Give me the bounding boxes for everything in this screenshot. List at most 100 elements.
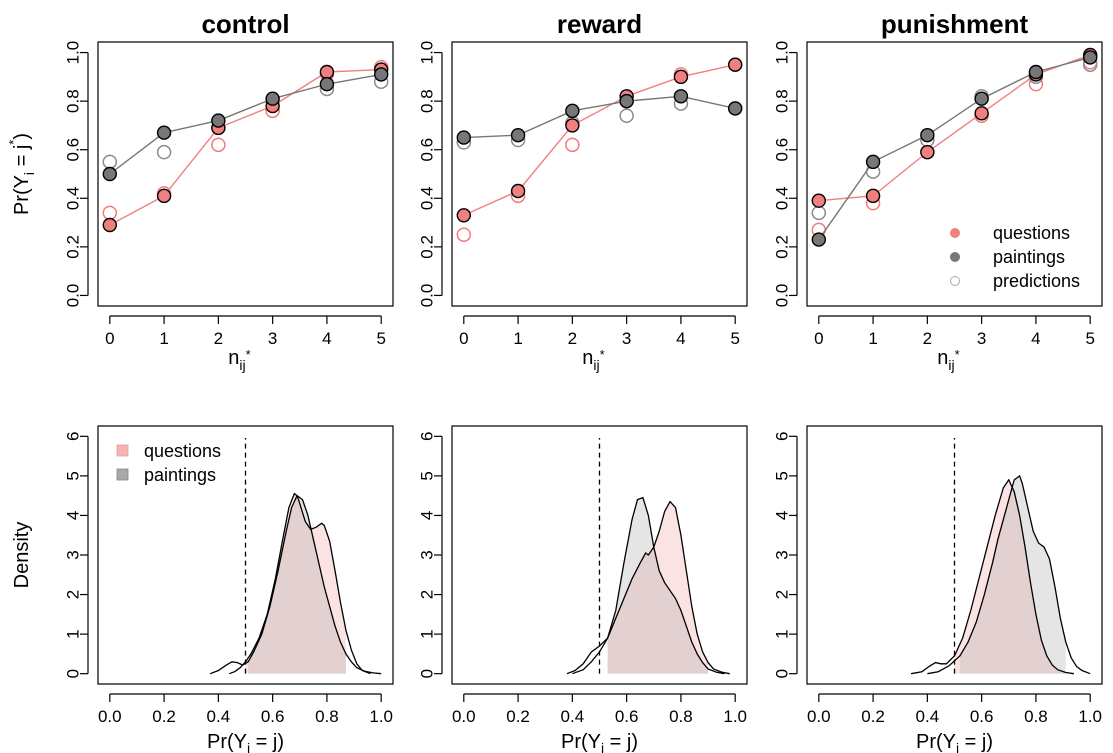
data-point-paintings [728,101,743,116]
y-tick-label: 0.6 [64,138,83,162]
y-tick-label: 0.2 [64,235,83,259]
x-tick-label: 0.2 [861,707,885,726]
legend-marker [950,276,960,286]
x-label-sub: i [956,740,959,753]
data-point-questions [510,183,526,199]
density-fill-paintings [959,475,1066,674]
data-point-paintings [619,93,634,109]
data-point-questions [565,118,580,133]
density-curve-questions [910,478,1075,675]
x-axis-label: Pr(Yi = j) [207,731,284,753]
x-tick-label: 1 [159,329,168,348]
x-tick-label: 4 [322,329,331,348]
data-point-paintings [319,76,335,92]
x-label-sub: i [601,740,604,753]
density-curve-paintings [209,494,382,675]
density-fill-paintings [607,497,709,674]
y-tick-label: 0.0 [418,284,437,308]
y-tick-label: 0.2 [773,235,792,259]
x-axis-label: nij* [937,347,959,373]
x-tick-label: 1 [513,329,522,348]
x-tick-label: 3 [622,329,631,348]
x-tick-label: 0.2 [152,707,176,726]
density-curve-paintings [927,474,1091,675]
series-line-questions [818,54,1091,202]
y-tick-label: 0.0 [773,284,792,308]
legend-swatch [116,468,129,481]
legend-marker [950,228,960,238]
x-tick-label: 0.4 [916,707,940,726]
data-point-questions [156,188,172,204]
y-label-sub: i [21,172,37,175]
x-tick-label: 5 [376,329,385,348]
x-label-sub: ij [948,357,954,373]
plot-frame-2 [806,41,1103,307]
y-tick-label: 5 [418,471,437,480]
y-tick-label: 3 [418,550,437,559]
x-tick-label: 1 [868,329,877,348]
y-tick-label: 0.4 [64,186,83,210]
x-label-pre: Pr(Y [916,731,956,753]
x-tick-label: 0.6 [615,707,639,726]
x-axis-label: nij* [228,347,250,373]
prediction-point-questions [211,137,226,153]
y-tick-label: 3 [773,550,792,559]
y-tick-label: 0 [64,669,83,678]
x-tick-label: 0.0 [98,707,122,726]
y-tick-label: 0.8 [773,89,792,113]
x-tick-label: 2 [923,329,932,348]
x-tick-label: 0.2 [506,707,530,726]
y-tick-label: 6 [64,432,83,441]
x-label-post: = j) [604,731,638,753]
data-point-paintings [374,67,389,82]
data-point-paintings [865,154,881,170]
data-point-questions [865,188,881,204]
y-tick-label: 0.0 [64,284,83,308]
x-label-pre: Pr(Y [561,731,601,753]
legend-label: predictions [993,271,1080,291]
x-tick-label: 0.8 [315,707,339,726]
data-point-questions [319,64,335,80]
y-tick-label: 2 [773,590,792,599]
x-axis-label: Pr(Yi = j) [916,731,993,753]
density-fill-paintings [248,495,346,674]
y-tick-label: 0.2 [418,235,437,259]
plot-frame-3 [97,425,394,685]
y-tick-label: 6 [773,432,792,441]
density-fill-questions [245,493,346,674]
y-tick-label: 5 [64,471,83,480]
panel-title: punishment [881,9,1029,39]
y-tick-label: 0.8 [64,89,83,113]
x-label-main: n [228,347,239,369]
prediction-point-questions [102,205,118,221]
y-tick-label: 5 [773,471,792,480]
y-tick-label: 4 [418,511,437,520]
density-fill-questions [607,501,709,674]
x-tick-label: 1.0 [1078,707,1102,726]
x-label-post: = j) [959,731,993,753]
prediction-point-questions [456,227,472,242]
y-tick-label: 2 [418,590,437,599]
x-label-main: n [582,347,593,369]
data-point-paintings [156,125,172,140]
density-curve-questions [228,492,371,675]
data-point-questions [673,69,689,85]
plot-frame-4 [451,425,748,685]
series-line-questions [109,68,382,226]
x-tick-label: 0.0 [452,707,476,726]
data-point-questions [456,208,471,223]
x-tick-label: 1.0 [369,707,393,726]
x-label-sub: ij [239,357,245,373]
data-point-paintings [1028,64,1044,80]
x-label-sub: i [247,740,250,753]
y-tick-label: 4 [64,511,83,520]
y-tick-label: 0.4 [418,186,437,210]
plot-frame-1 [451,41,748,307]
y-axis-label-density: Density [11,522,33,589]
x-tick-label: 0.4 [561,707,585,726]
y-tick-label: 0.8 [418,89,437,113]
data-point-questions [728,57,743,72]
data-point-paintings [974,91,989,106]
panel-title: control [201,9,289,39]
x-tick-label: 0.6 [261,707,285,726]
